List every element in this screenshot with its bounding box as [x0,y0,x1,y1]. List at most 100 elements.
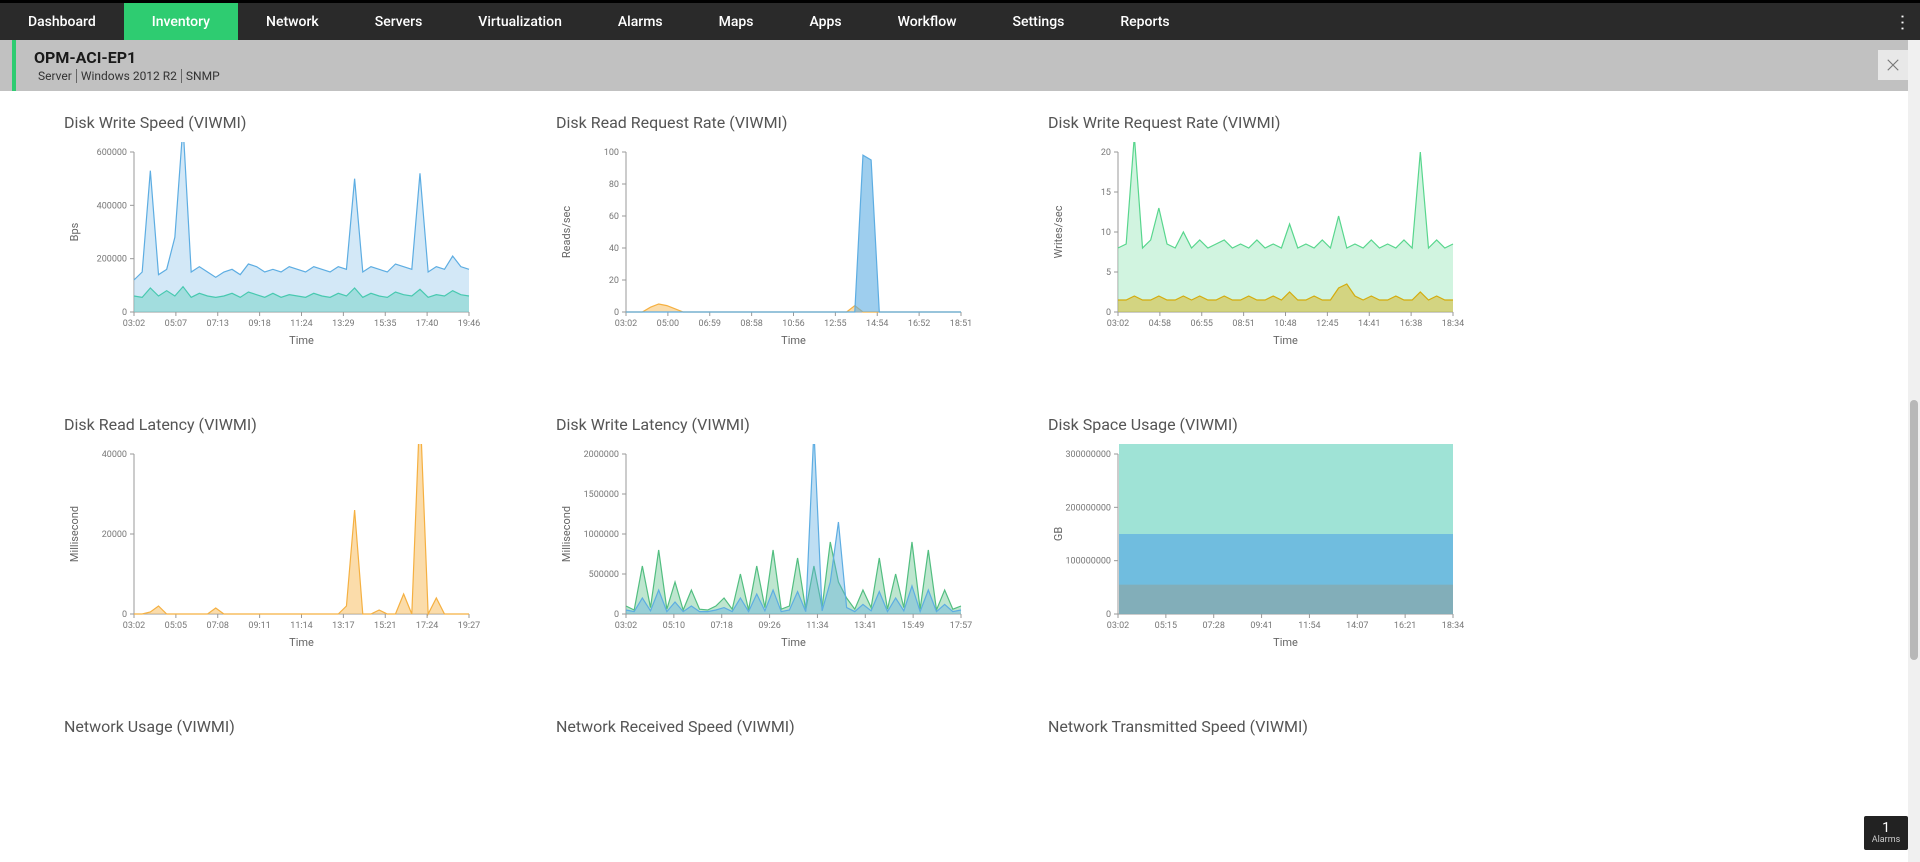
chart-disk-write-request: 0510152003:0204:5806:5508:5110:4812:4514… [1048,142,1496,387]
nav-apps[interactable]: Apps [782,3,870,40]
nav-settings[interactable]: Settings [985,3,1093,40]
svg-text:5: 5 [1106,268,1111,278]
svg-text:600000: 600000 [97,148,127,158]
svg-text:40: 40 [609,244,619,254]
svg-text:Millisecond: Millisecond [68,506,81,562]
svg-text:10: 10 [1101,228,1111,238]
meta-item: SNMP [181,69,224,83]
nav-alarms[interactable]: Alarms [590,3,691,40]
svg-text:200000: 200000 [97,255,127,265]
nav-workflow[interactable]: Workflow [870,3,985,40]
nav-servers[interactable]: Servers [347,3,451,40]
svg-text:09:11: 09:11 [248,621,270,631]
svg-text:Bps: Bps [68,222,81,241]
svg-text:2000000: 2000000 [584,450,619,460]
svg-text:13:29: 13:29 [332,319,354,329]
svg-text:100: 100 [604,148,619,158]
svg-text:0: 0 [1106,610,1111,620]
meta-item: Server [34,69,76,83]
svg-text:09:41: 09:41 [1250,621,1272,631]
svg-text:10:48: 10:48 [1274,319,1296,329]
nav-inventory[interactable]: Inventory [124,3,238,40]
svg-text:Millisecond: Millisecond [560,506,573,562]
svg-text:19:27: 19:27 [458,621,480,631]
svg-text:06:55: 06:55 [1191,319,1213,329]
panel-disk-write-latency: Disk Write Latency (VIWMI)05000001000000… [556,415,1004,689]
svg-text:14:54: 14:54 [866,319,888,329]
svg-text:03:02: 03:02 [123,621,145,631]
panel-title: Disk Write Speed (VIWMI) [64,113,512,132]
svg-text:Time: Time [289,334,314,347]
svg-text:GB: GB [1052,527,1065,541]
svg-text:12:55: 12:55 [824,319,846,329]
svg-text:09:26: 09:26 [758,621,780,631]
svg-text:400000: 400000 [97,201,127,211]
scrollbar-thumb[interactable] [1910,400,1918,660]
panel-disk-read-request: Disk Read Request Rate (VIWMI)0204060801… [556,113,1004,387]
svg-text:14:07: 14:07 [1346,621,1368,631]
svg-text:20: 20 [609,276,619,286]
nav-virtualization[interactable]: Virtualization [450,3,590,40]
svg-text:15:35: 15:35 [374,319,396,329]
svg-text:03:02: 03:02 [615,621,637,631]
panel-disk-write-speed: Disk Write Speed (VIWMI)0200000400000600… [64,113,512,387]
chart-grid: Disk Write Speed (VIWMI)0200000400000600… [0,91,1560,768]
svg-text:06:59: 06:59 [699,319,721,329]
svg-text:60: 60 [609,212,619,222]
nav-dashboard[interactable]: Dashboard [0,3,124,40]
svg-text:13:41: 13:41 [854,621,876,631]
svg-text:03:02: 03:02 [123,319,145,329]
svg-text:17:24: 17:24 [416,621,438,631]
svg-text:09:18: 09:18 [248,319,270,329]
svg-text:15: 15 [1101,188,1111,198]
nav-network[interactable]: Network [238,3,347,40]
svg-text:07:08: 07:08 [207,621,229,631]
svg-text:11:14: 11:14 [290,621,312,631]
scrollbar[interactable] [1908,40,1920,862]
svg-text:08:58: 08:58 [740,319,762,329]
nav-reports[interactable]: Reports [1092,3,1197,40]
svg-text:04:58: 04:58 [1149,319,1171,329]
chart-disk-space-usage: 010000000020000000030000000003:0205:1507… [1048,444,1496,689]
panel-network-transmitted: Network Transmitted Speed (VIWMI) [1048,717,1496,746]
svg-text:0: 0 [122,610,127,620]
svg-text:03:02: 03:02 [615,319,637,329]
panel-title: Disk Read Request Rate (VIWMI) [556,113,1004,132]
svg-text:0: 0 [614,610,619,620]
svg-text:Reads/sec: Reads/sec [560,206,573,259]
svg-text:15:49: 15:49 [902,621,924,631]
svg-text:40000: 40000 [102,450,127,460]
nav-maps[interactable]: Maps [691,3,782,40]
chart-disk-read-request: 02040608010003:0205:0006:5908:5810:5612:… [556,142,1004,387]
nav-more-icon[interactable]: ⋯ [1892,14,1913,30]
svg-text:100000000: 100000000 [1065,557,1111,567]
svg-text:11:24: 11:24 [290,319,312,329]
svg-text:13:17: 13:17 [332,621,354,631]
svg-text:03:02: 03:02 [1107,319,1129,329]
panel-network-received: Network Received Speed (VIWMI) [556,717,1004,746]
panel-title: Network Transmitted Speed (VIWMI) [1048,717,1496,736]
svg-text:15:21: 15:21 [374,621,396,631]
panel-network-usage: Network Usage (VIWMI) [64,717,512,746]
svg-text:07:18: 07:18 [711,621,733,631]
top-nav: DashboardInventoryNetworkServersVirtuali… [0,3,1920,40]
alarms-badge[interactable]: 1 Alarms [1864,816,1908,850]
svg-text:16:21: 16:21 [1394,621,1416,631]
svg-text:1500000: 1500000 [584,490,619,500]
panel-title: Disk Write Latency (VIWMI) [556,415,1004,434]
svg-text:Time: Time [781,636,806,649]
svg-text:05:05: 05:05 [165,621,187,631]
svg-text:05:00: 05:00 [657,319,679,329]
svg-text:05:07: 05:07 [165,319,187,329]
svg-text:17:57: 17:57 [950,621,972,631]
page-title: OPM-ACI-EP1 [34,48,224,67]
panel-disk-space-usage: Disk Space Usage (VIWMI)0100000000200000… [1048,415,1496,689]
panel-title: Disk Read Latency (VIWMI) [64,415,512,434]
svg-text:08:51: 08:51 [1232,319,1254,329]
close-button[interactable] [1878,50,1908,80]
svg-text:17:40: 17:40 [416,319,438,329]
svg-text:Time: Time [781,334,806,347]
svg-text:18:34: 18:34 [1442,319,1464,329]
chart-disk-read-latency: 0200004000003:0205:0507:0809:1111:1413:1… [64,444,512,689]
svg-text:05:15: 05:15 [1155,621,1177,631]
